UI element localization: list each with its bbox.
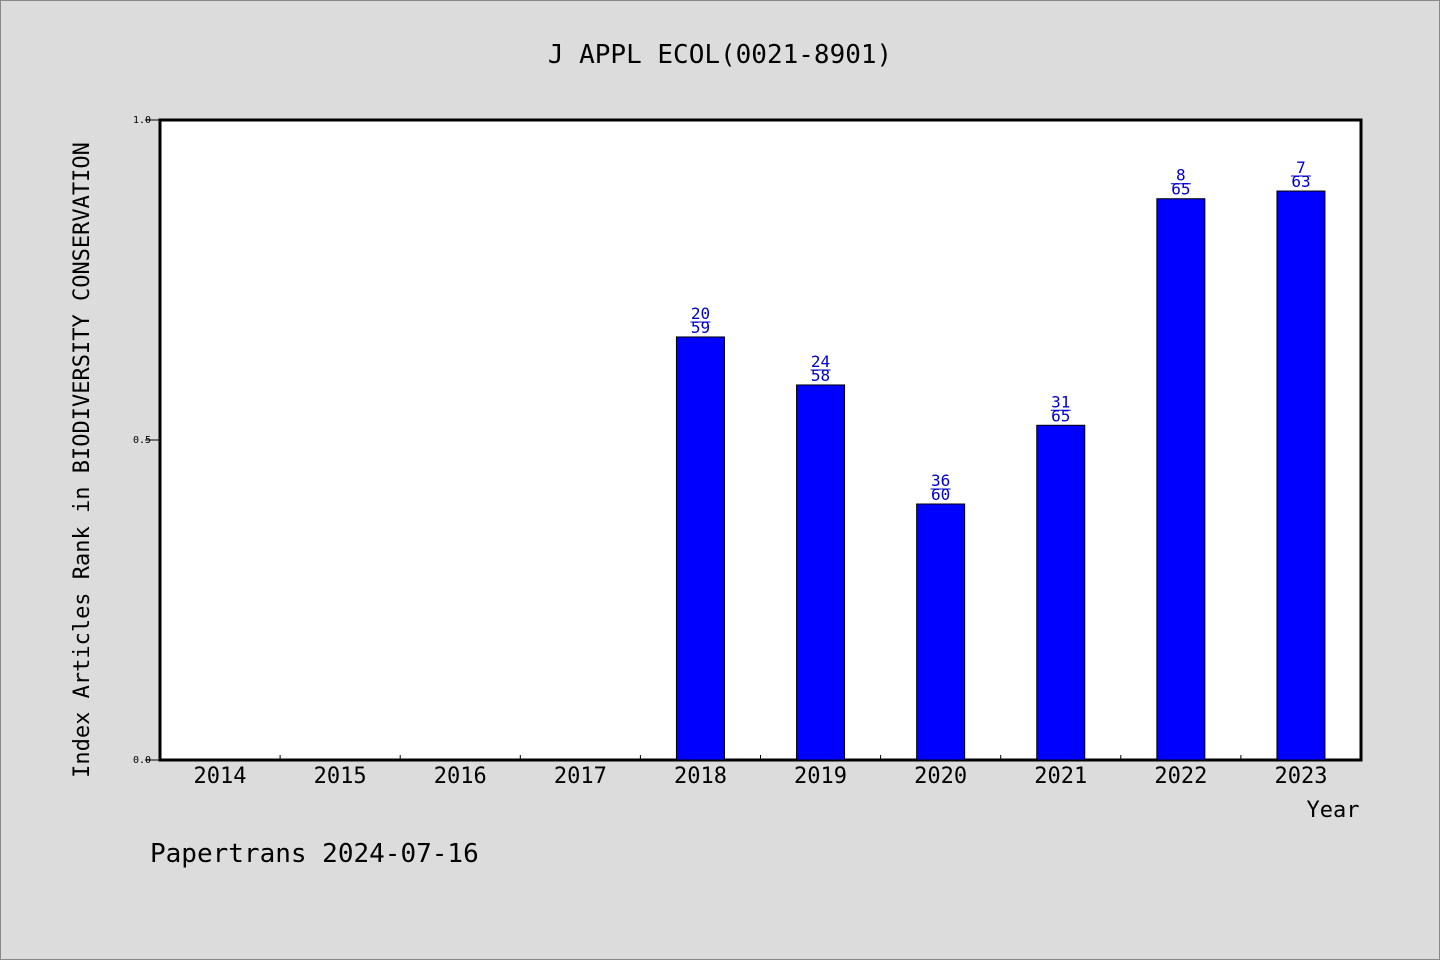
x-tick-label: 2021 xyxy=(1034,764,1087,789)
x-tick-label: 2022 xyxy=(1154,764,1207,789)
x-tick-label: 2018 xyxy=(674,764,727,789)
bar xyxy=(675,336,725,761)
bar xyxy=(916,503,966,761)
bar xyxy=(1156,198,1206,761)
bar-rank-label: 7 xyxy=(1296,158,1306,177)
bar-rank-label: 24 xyxy=(811,352,830,371)
x-tick-label: 2015 xyxy=(314,764,367,789)
x-tick-label: 2019 xyxy=(794,764,847,789)
bar-total-label: 58 xyxy=(811,366,830,385)
bar-total-label: 59 xyxy=(691,318,710,337)
y-axis-label: Index Articles Rank in BIODIVERSITY CONS… xyxy=(70,142,95,778)
x-tick-label: 2014 xyxy=(194,764,247,789)
chart-title: J APPL ECOL(0021-8901) xyxy=(548,40,892,70)
ticks-layer: 2014 2015 2016 2017 2018 2019 2020 2021 2022 2023… xyxy=(133,115,1328,789)
y-tick-label: 0.0 xyxy=(133,755,151,766)
x-tick-label: 2017 xyxy=(554,764,607,789)
bar-rank-label: 31 xyxy=(1051,392,1070,411)
bar-total-label: 65 xyxy=(1171,180,1190,199)
watermark: Papertrans 2024-07-16 xyxy=(150,839,479,869)
bar-total-label: 63 xyxy=(1291,172,1310,191)
bar-rank-label: 20 xyxy=(691,304,710,323)
bar-total-label: 60 xyxy=(931,485,950,504)
bar-rank-label: 36 xyxy=(931,471,950,490)
y-tick-label: 1.0 xyxy=(133,115,151,126)
x-tick-label: 2016 xyxy=(434,764,487,789)
bar-rank-label: 8 xyxy=(1176,166,1186,185)
bar xyxy=(1036,424,1086,761)
x-tick-label: 2020 xyxy=(914,764,967,789)
x-tick-label: 2023 xyxy=(1274,764,1327,789)
y-tick-label: 0.5 xyxy=(133,435,151,446)
x-axis-label: Year xyxy=(1307,798,1360,823)
bar xyxy=(796,384,846,761)
bar xyxy=(1276,190,1326,761)
bar-total-label: 65 xyxy=(1051,406,1070,425)
